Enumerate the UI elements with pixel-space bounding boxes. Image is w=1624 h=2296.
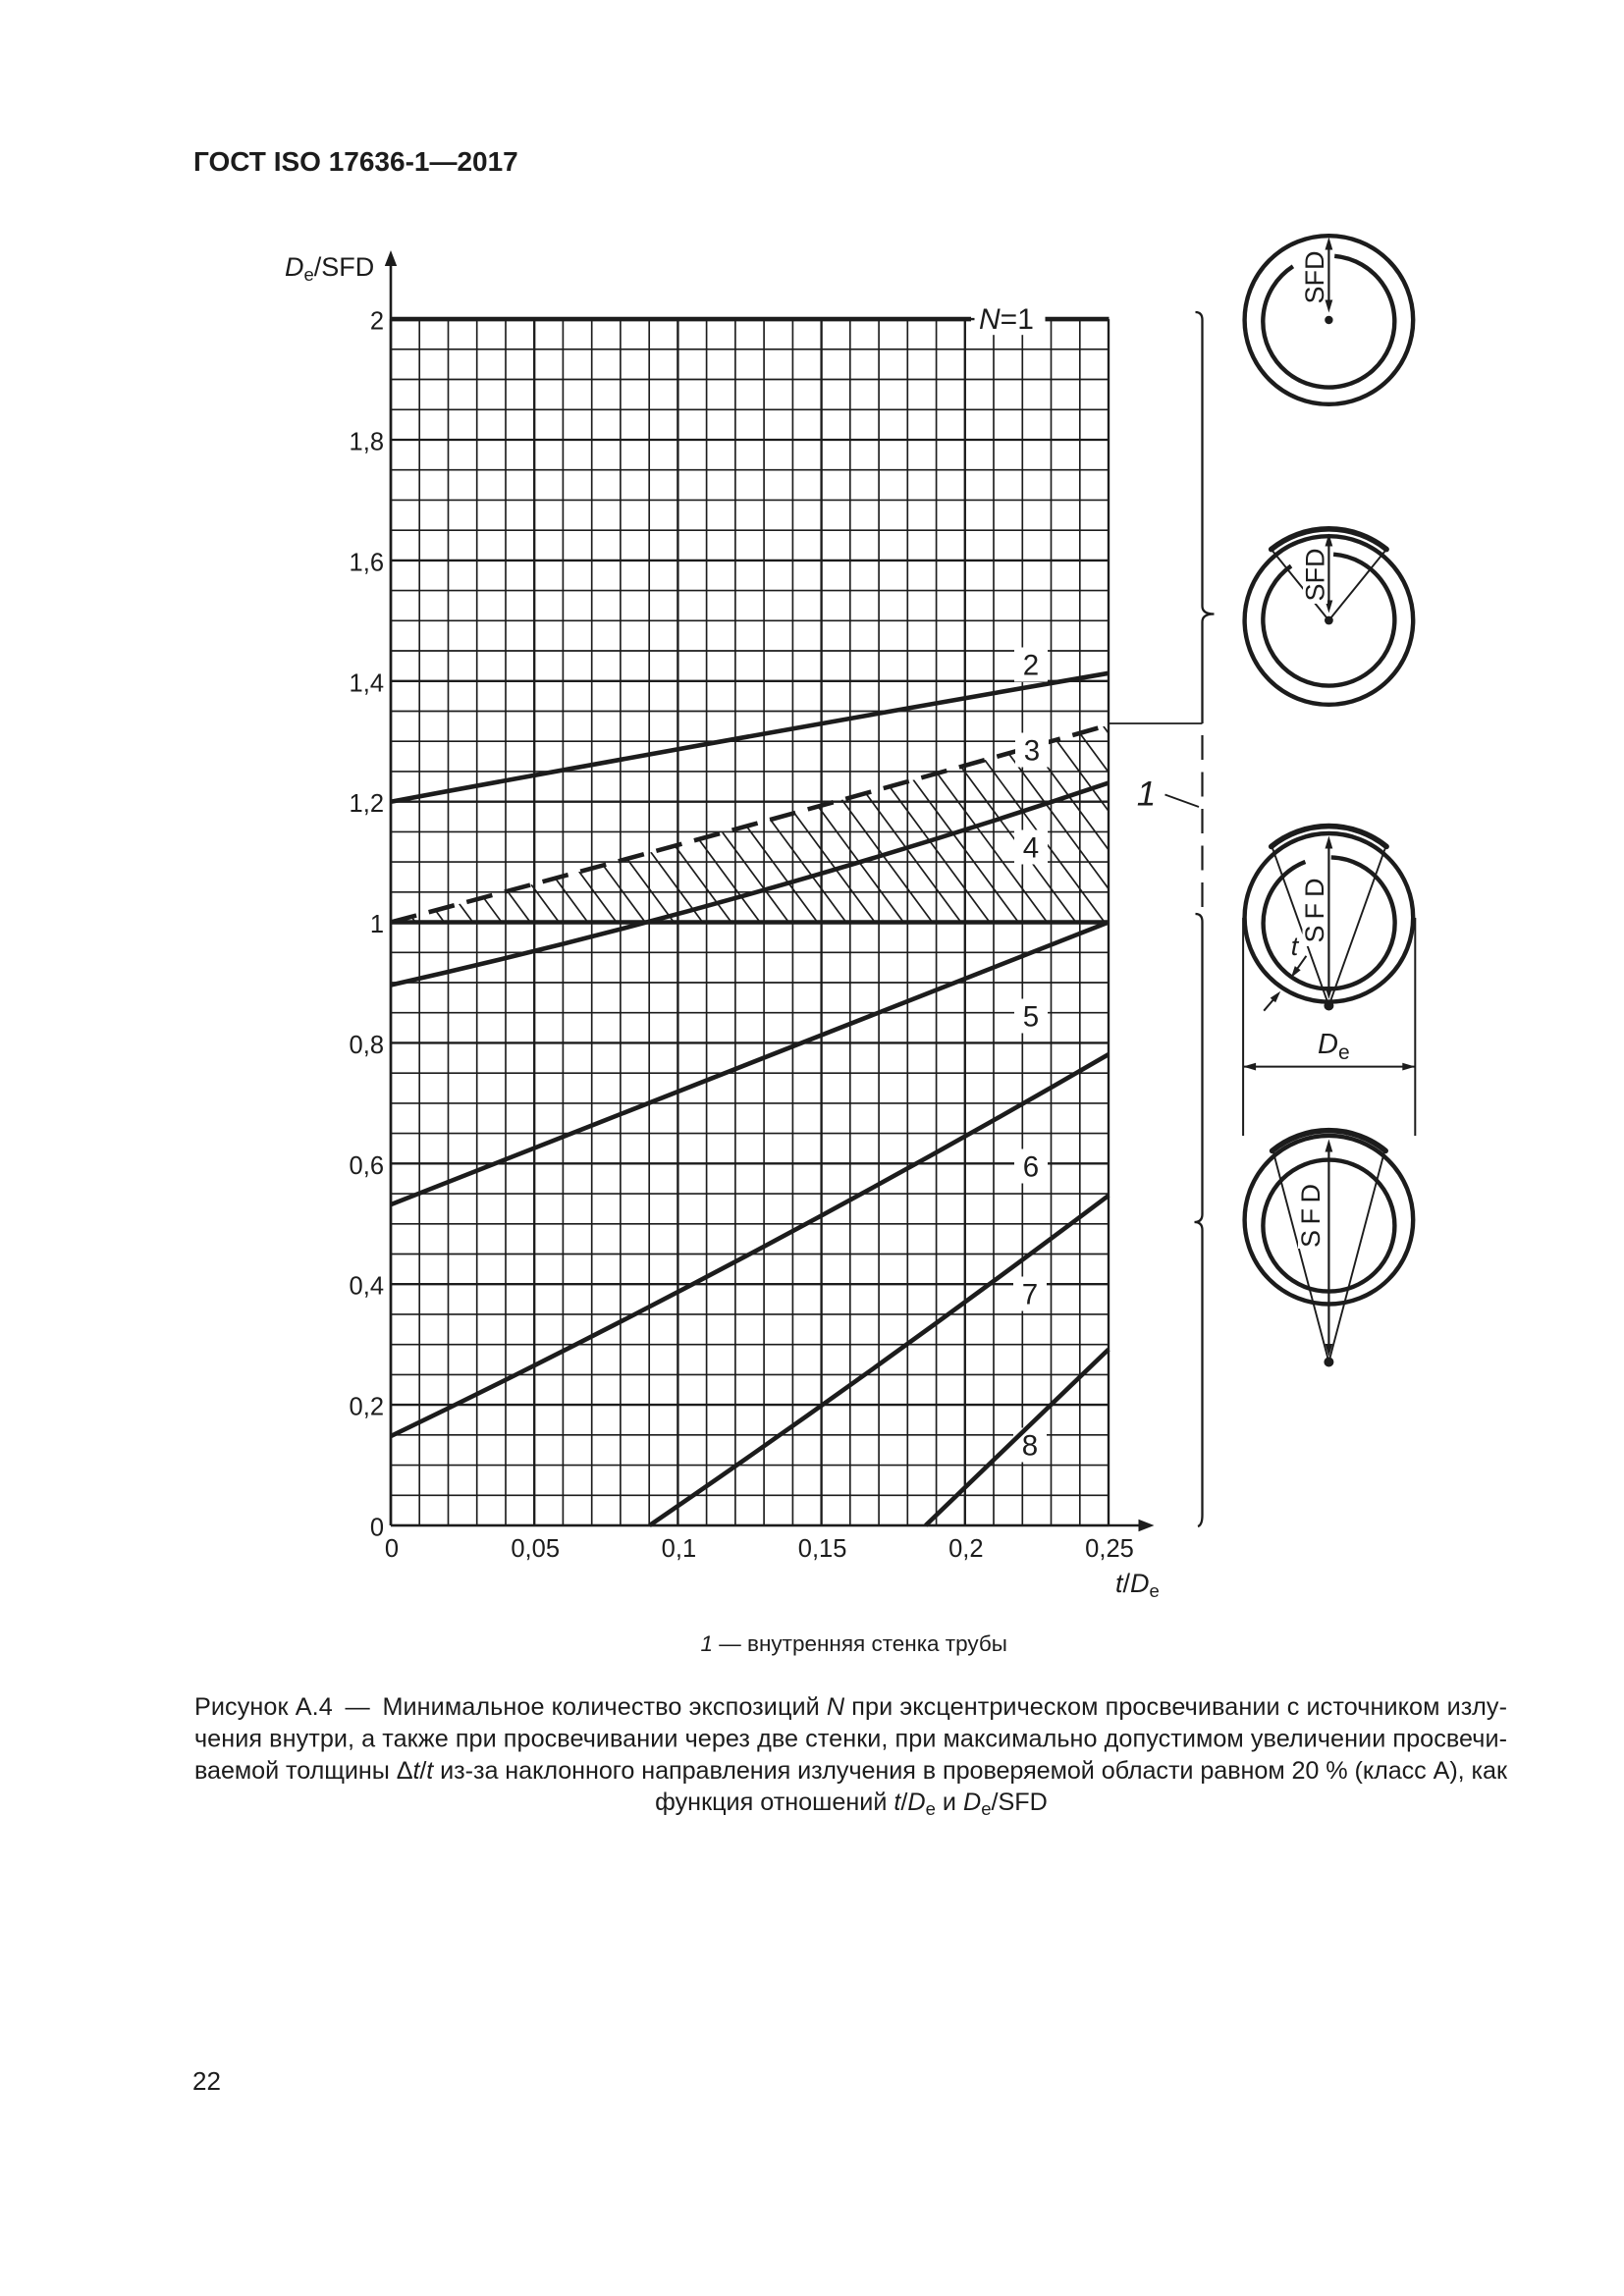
svg-text:t/De: t/De — [1115, 1569, 1160, 1601]
svg-text:ваемой толщины Δt/t из-за накл: ваемой толщины Δt/t из-за наклонного нап… — [194, 1757, 1508, 1785]
svg-text:1: 1 — [1137, 775, 1156, 814]
svg-text:5: 5 — [1023, 1001, 1039, 1034]
svg-text:0,05: 0,05 — [511, 1535, 560, 1563]
svg-text:2: 2 — [370, 308, 384, 336]
svg-text:0,8: 0,8 — [350, 1032, 384, 1059]
svg-text:0,25: 0,25 — [1085, 1535, 1134, 1563]
svg-text:1,4: 1,4 — [350, 669, 384, 697]
svg-text:t: t — [1291, 932, 1300, 961]
svg-text:1,6: 1,6 — [350, 549, 384, 576]
svg-text:0,15: 0,15 — [798, 1535, 847, 1563]
svg-text:4: 4 — [1023, 832, 1039, 865]
svg-text:2: 2 — [1023, 650, 1039, 682]
svg-text:чения внутри, а также при прос: чения внутри, а также при просвечивании … — [194, 1726, 1507, 1753]
svg-text:SFD: SFD — [1300, 873, 1329, 943]
svg-text:0: 0 — [385, 1535, 399, 1563]
svg-text:1,8: 1,8 — [350, 429, 384, 456]
svg-text:SFD: SFD — [1296, 1178, 1326, 1248]
svg-text:6: 6 — [1023, 1151, 1039, 1184]
svg-text:1: 1 — [370, 911, 384, 938]
svg-text:0,2: 0,2 — [350, 1394, 384, 1421]
svg-text:7: 7 — [1022, 1279, 1038, 1311]
svg-text:0,1: 0,1 — [662, 1535, 696, 1563]
svg-text:0,2: 0,2 — [948, 1535, 983, 1563]
svg-text:3: 3 — [1024, 735, 1040, 768]
svg-text:0,4: 0,4 — [350, 1273, 384, 1301]
svg-text:0: 0 — [370, 1515, 384, 1542]
svg-text:De/SFD: De/SFD — [285, 252, 374, 285]
svg-text:SFD: SFD — [1301, 549, 1330, 602]
svg-text:Рисунок А.4 — Минимальное коли: Рисунок А.4 — Минимальное количество экс… — [194, 1693, 1507, 1721]
svg-text:8: 8 — [1022, 1430, 1038, 1463]
svg-text:функция отношений t/De и De/SF: функция отношений t/De и De/SFD — [655, 1789, 1048, 1819]
svg-text:1,2: 1,2 — [350, 790, 384, 818]
svg-text:De: De — [1318, 1029, 1350, 1064]
svg-text:N=1: N=1 — [979, 303, 1034, 336]
svg-text:0,6: 0,6 — [350, 1152, 384, 1180]
svg-text:1 — внутренняя стенка трубы: 1 — внутренняя стенка трубы — [701, 1631, 1007, 1656]
svg-text:SFD: SFD — [1300, 251, 1329, 304]
